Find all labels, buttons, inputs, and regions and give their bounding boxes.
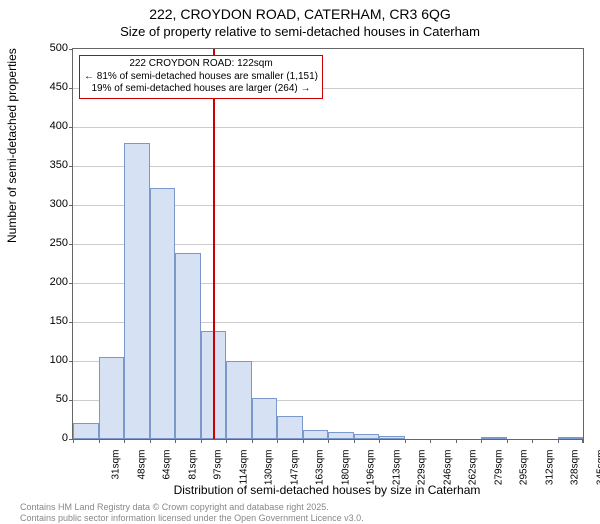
- xtick-label: 130sqm: [264, 450, 275, 490]
- ytick-label: 500: [28, 42, 68, 54]
- ytick-label: 300: [28, 198, 68, 210]
- xtick-label: 31sqm: [111, 450, 122, 490]
- xtick-mark: [430, 439, 431, 443]
- ytick-mark: [69, 127, 73, 128]
- xtick-label: 213sqm: [391, 450, 402, 490]
- xtick-label: 147sqm: [289, 450, 300, 490]
- ytick-mark: [69, 88, 73, 89]
- xtick-mark: [583, 439, 584, 443]
- xtick-label: 262sqm: [468, 450, 479, 490]
- xtick-mark: [405, 439, 406, 443]
- xtick-mark: [226, 439, 227, 443]
- ytick-label: 450: [28, 81, 68, 93]
- annotation-line: 222 CROYDON ROAD: 122sqm: [84, 58, 318, 71]
- xtick-label: 196sqm: [366, 450, 377, 490]
- chart-subtitle: Size of property relative to semi-detach…: [0, 24, 600, 39]
- xtick-label: 114sqm: [238, 450, 249, 490]
- attribution-text: Contains HM Land Registry data © Crown c…: [20, 502, 364, 524]
- histogram-bar: [354, 434, 380, 439]
- ytick-mark: [69, 49, 73, 50]
- histogram-bar: [252, 398, 278, 439]
- ytick-mark: [69, 361, 73, 362]
- xtick-mark: [99, 439, 100, 443]
- histogram-bar: [303, 430, 329, 439]
- gridline: [73, 127, 583, 128]
- attribution-line1: Contains HM Land Registry data © Crown c…: [20, 502, 364, 513]
- xtick-label: 64sqm: [162, 450, 173, 490]
- xtick-label: 345sqm: [595, 450, 600, 490]
- xtick-mark: [532, 439, 533, 443]
- plot-area: 222 CROYDON ROAD: 122sqm← 81% of semi-de…: [72, 48, 584, 440]
- annotation-box: 222 CROYDON ROAD: 122sqm← 81% of semi-de…: [79, 55, 323, 99]
- xtick-label: 97sqm: [213, 450, 224, 490]
- xtick-mark: [558, 439, 559, 443]
- xtick-mark: [175, 439, 176, 443]
- xtick-label: 312sqm: [544, 450, 555, 490]
- xtick-mark: [456, 439, 457, 443]
- gridline: [73, 166, 583, 167]
- xtick-label: 81sqm: [187, 450, 198, 490]
- histogram-bar: [99, 357, 125, 439]
- chart-title: 222, CROYDON ROAD, CATERHAM, CR3 6QG: [0, 6, 600, 22]
- annotation-line: ← 81% of semi-detached houses are smalle…: [84, 71, 318, 84]
- xtick-mark: [328, 439, 329, 443]
- xtick-mark: [507, 439, 508, 443]
- ytick-label: 250: [28, 237, 68, 249]
- histogram-bar: [73, 423, 99, 439]
- histogram-bar: [379, 436, 405, 439]
- xtick-label: 279sqm: [493, 450, 504, 490]
- xtick-mark: [124, 439, 125, 443]
- histogram-bar: [150, 188, 176, 439]
- histogram-bar: [558, 437, 584, 439]
- xtick-label: 229sqm: [417, 450, 428, 490]
- xtick-mark: [150, 439, 151, 443]
- xtick-mark: [277, 439, 278, 443]
- ytick-mark: [69, 205, 73, 206]
- xtick-label: 180sqm: [340, 450, 351, 490]
- xtick-mark: [252, 439, 253, 443]
- xtick-mark: [354, 439, 355, 443]
- chart-container: 222, CROYDON ROAD, CATERHAM, CR3 6QG Siz…: [0, 0, 600, 500]
- y-axis-label: Number of semi-detached properties: [5, 48, 19, 243]
- ytick-label: 400: [28, 120, 68, 132]
- ytick-mark: [69, 322, 73, 323]
- annotation-line: 19% of semi-detached houses are larger (…: [84, 83, 318, 96]
- attribution-line2: Contains public sector information licen…: [20, 513, 364, 524]
- xtick-mark: [582, 439, 583, 443]
- ytick-label: 200: [28, 276, 68, 288]
- reference-line: [213, 49, 215, 439]
- ytick-mark: [69, 400, 73, 401]
- ytick-label: 100: [28, 354, 68, 366]
- ytick-label: 150: [28, 315, 68, 327]
- histogram-bar: [124, 143, 150, 439]
- xtick-label: 48sqm: [136, 450, 147, 490]
- ytick-label: 350: [28, 159, 68, 171]
- histogram-bar: [277, 416, 303, 439]
- histogram-bar: [175, 253, 201, 439]
- ytick-label: 0: [28, 432, 68, 444]
- ytick-mark: [69, 166, 73, 167]
- ytick-mark: [69, 244, 73, 245]
- xtick-mark: [73, 439, 74, 443]
- x-axis-label: Distribution of semi-detached houses by …: [72, 483, 582, 497]
- xtick-mark: [481, 439, 482, 443]
- xtick-label: 328sqm: [570, 450, 581, 490]
- histogram-bar: [481, 437, 507, 439]
- ytick-mark: [69, 283, 73, 284]
- ytick-label: 50: [28, 393, 68, 405]
- xtick-mark: [379, 439, 380, 443]
- histogram-bar: [328, 432, 354, 439]
- histogram-bar: [226, 361, 252, 439]
- xtick-mark: [303, 439, 304, 443]
- xtick-mark: [201, 439, 202, 443]
- xtick-label: 163sqm: [315, 450, 326, 490]
- xtick-label: 295sqm: [519, 450, 530, 490]
- xtick-label: 246sqm: [442, 450, 453, 490]
